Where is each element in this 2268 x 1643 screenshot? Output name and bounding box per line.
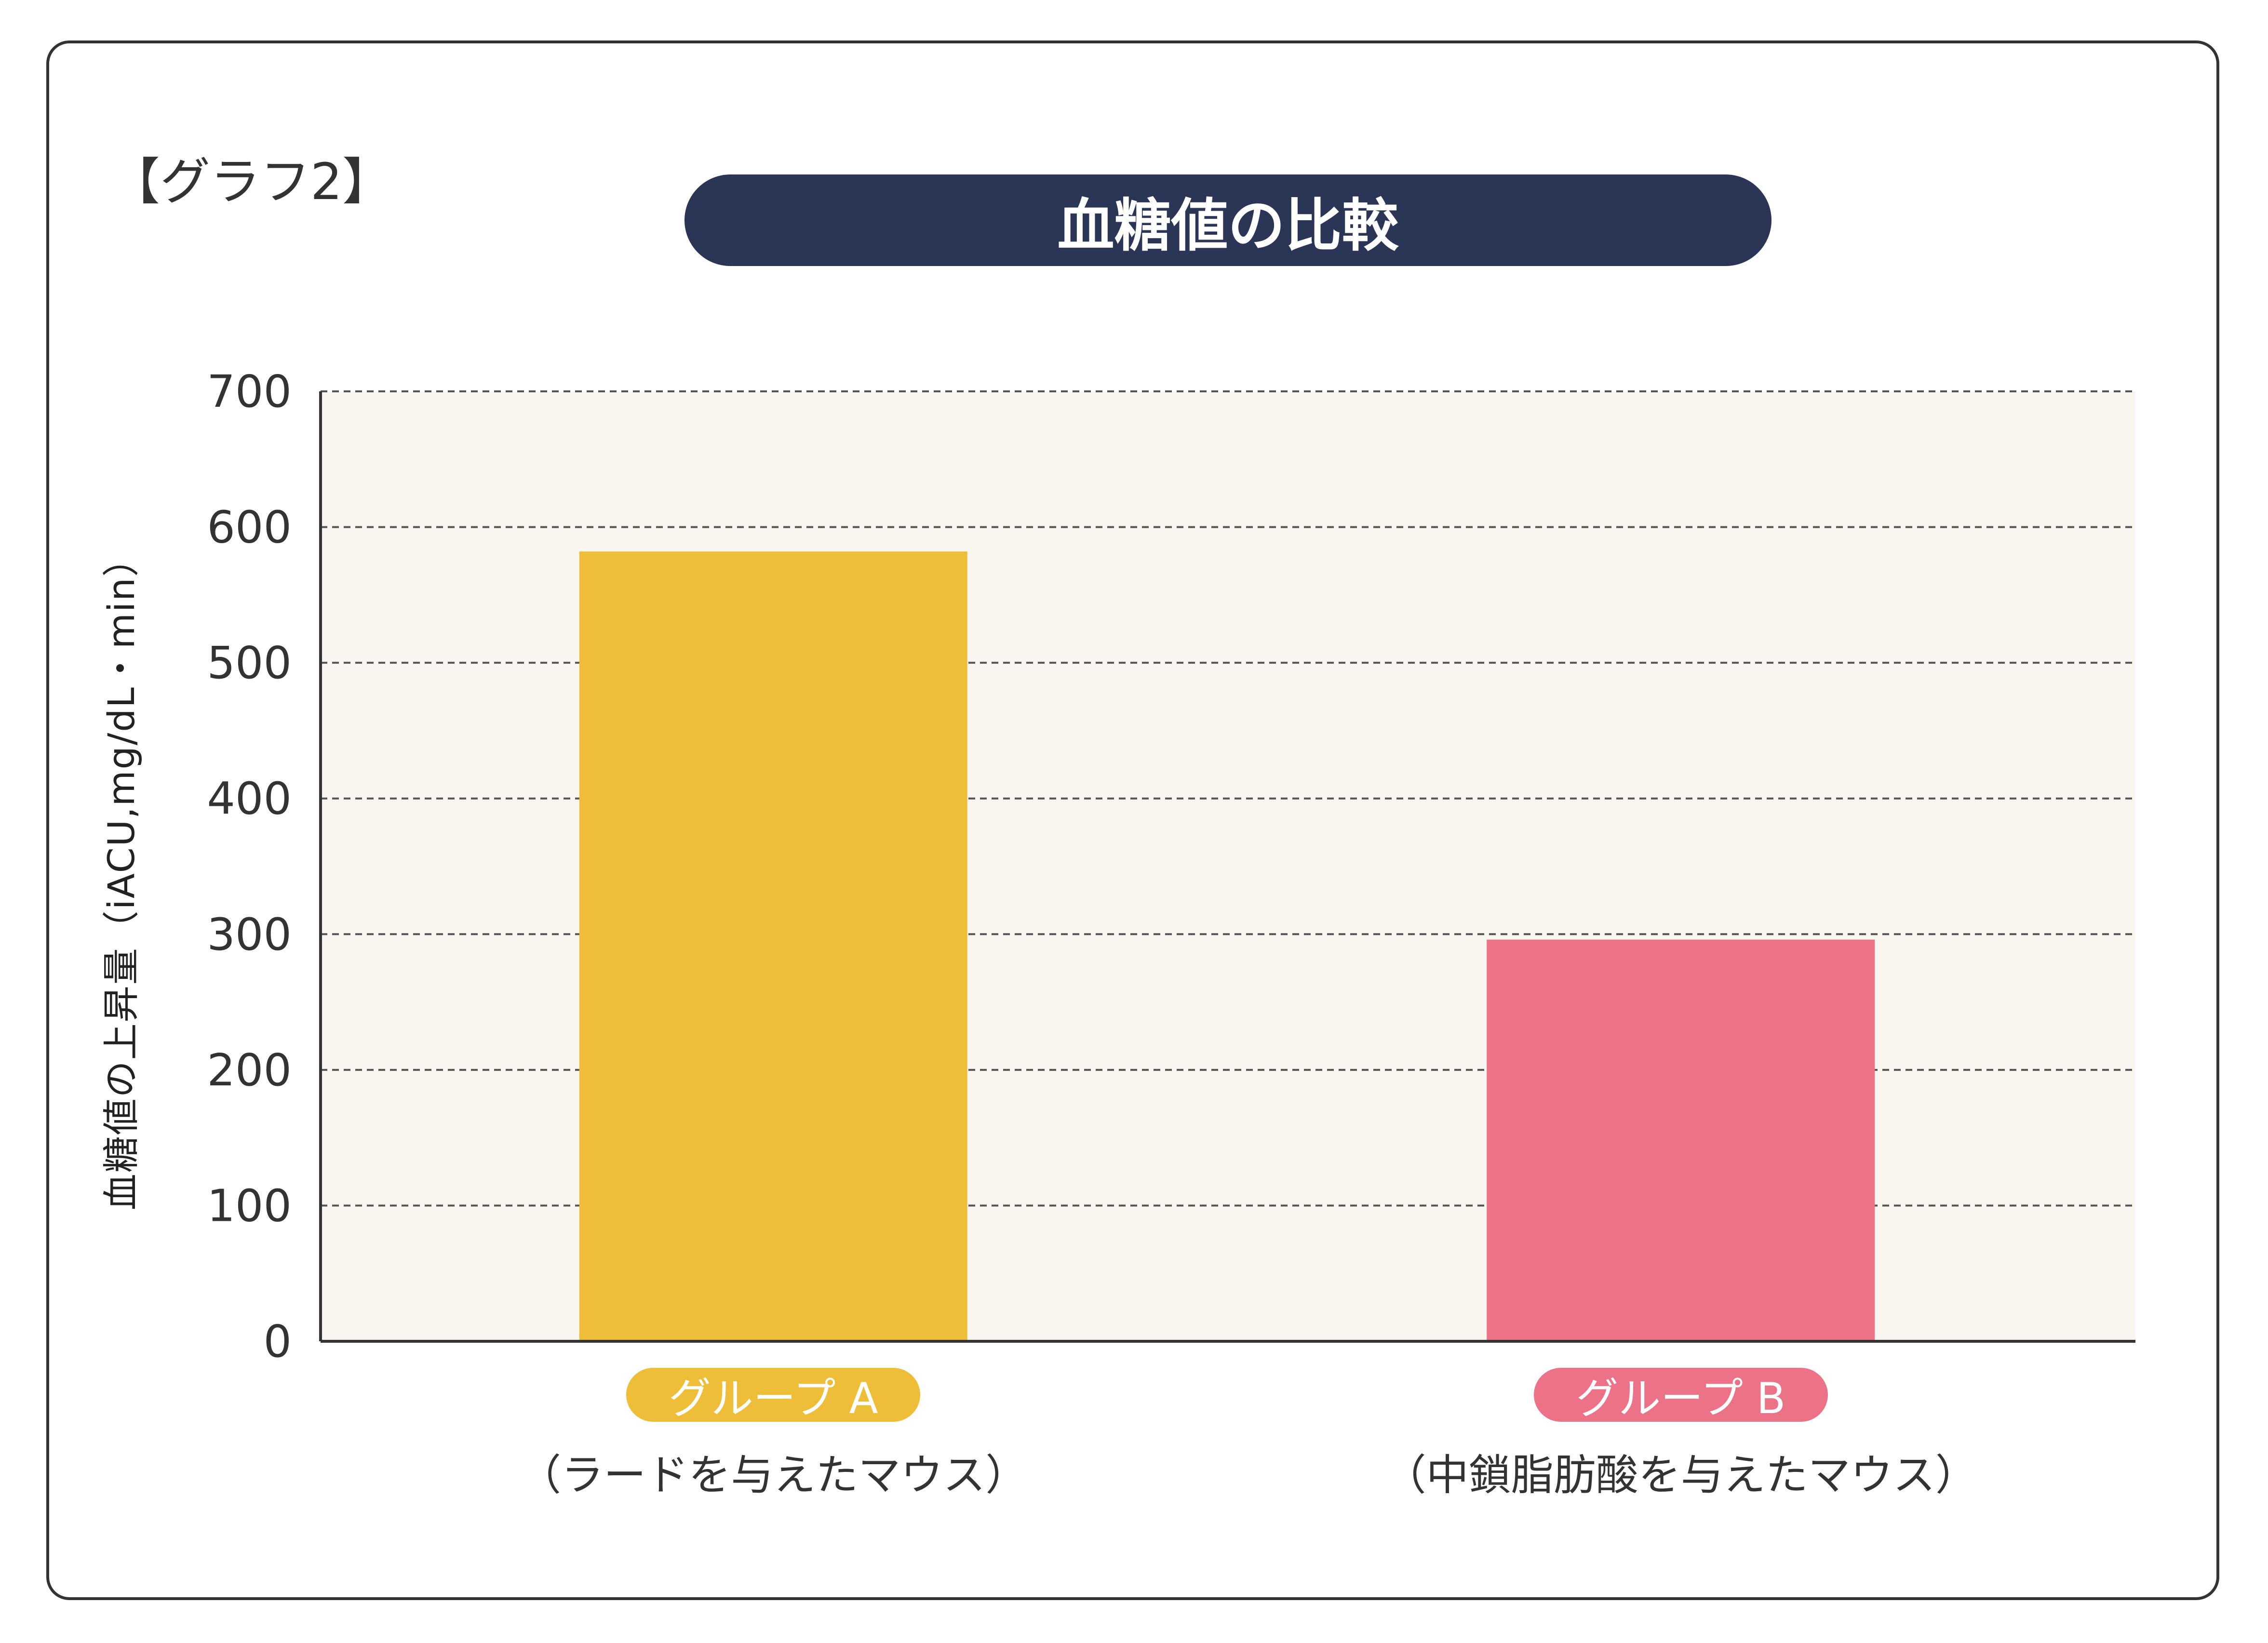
- y-tick-label-200: 200: [207, 1044, 292, 1096]
- y-tick-label-0: 0: [263, 1316, 292, 1367]
- chart-title: 血糖値の比較: [684, 174, 1771, 266]
- y-tick-label-500: 500: [207, 637, 292, 689]
- graph-label: 【グラフ2】: [110, 152, 393, 211]
- category-label-group-a: グループ A: [626, 1368, 921, 1423]
- y-tick-label-100: 100: [207, 1180, 292, 1231]
- y-tick-label-400: 400: [207, 773, 292, 825]
- y-tick-label-600: 600: [207, 502, 292, 553]
- category-sublabel-group-a: （ラードを与えたマウス）: [519, 1450, 1028, 1500]
- bar-group-a: [579, 551, 967, 1341]
- category-sublabel-group-b: （中鎖脂肪酸を与えたマウス）: [1383, 1450, 1978, 1500]
- y-axis-label: 血糖値の上昇量（iACU,mg/dL・min）: [100, 539, 143, 1211]
- category-label-group-b: グループ B: [1533, 1368, 1828, 1423]
- bar-group-b: [1487, 939, 1875, 1341]
- y-tick-label-700: 700: [207, 366, 292, 417]
- y-tick-label-300: 300: [207, 908, 292, 960]
